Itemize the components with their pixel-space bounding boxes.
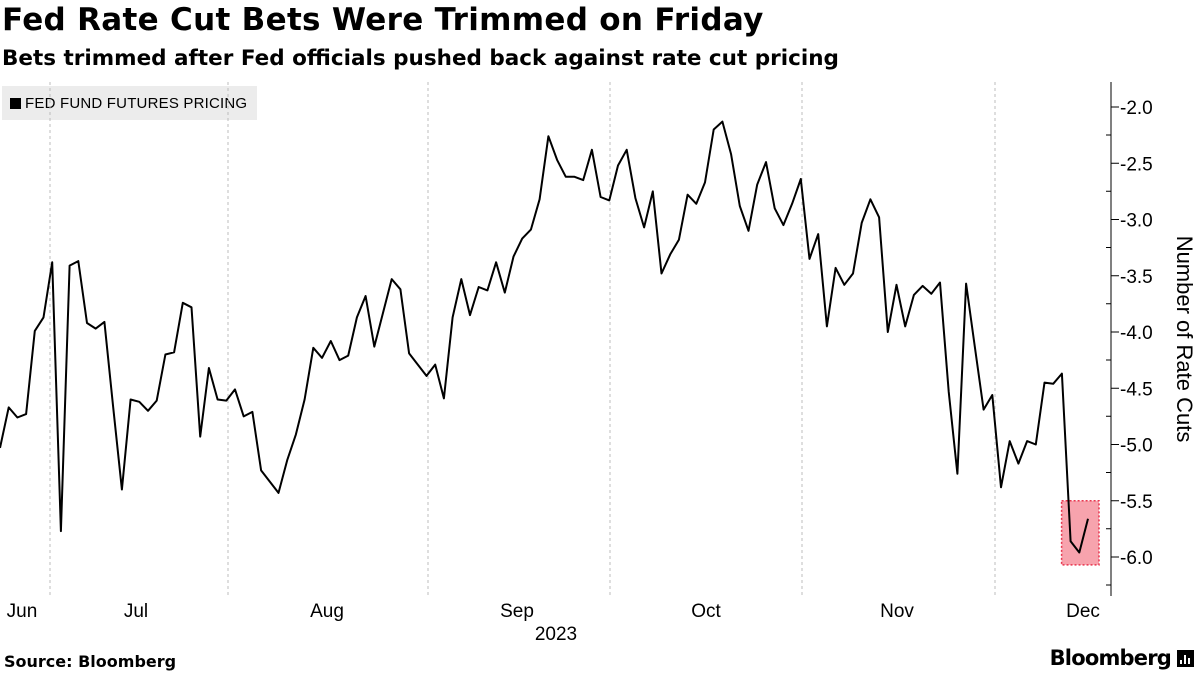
x-tick-label: Dec xyxy=(1066,601,1100,622)
y-axis-label: Number of Rate Cuts xyxy=(1172,236,1197,443)
brand-name: Bloomberg xyxy=(1049,646,1172,670)
y-tick-label: -6.0 xyxy=(1120,548,1153,569)
highlight-layer xyxy=(1060,500,1100,566)
y-tick-label: -4.0 xyxy=(1120,323,1153,344)
bloomberg-icon xyxy=(1177,649,1194,667)
x-tick-label: Nov xyxy=(880,601,914,622)
y-tick-label: -2.0 xyxy=(1120,98,1153,119)
grid-layer xyxy=(49,82,996,598)
y-tick-label: -4.5 xyxy=(1120,379,1153,400)
legend-swatch xyxy=(10,97,21,109)
y-tick-label: -3.0 xyxy=(1120,211,1153,232)
y-tick-label: -2.5 xyxy=(1120,154,1153,175)
legend: FED FUND FUTURES PRICING xyxy=(2,86,258,120)
y-axis: -2.0 -2.5 -3.0 -3.5 -4.0 -4.5 -5.0 -5.5 -6.0 Numb… xyxy=(1106,82,1197,596)
y-tick-label: -5.0 xyxy=(1120,436,1153,457)
x-tick-label: Jul xyxy=(124,601,148,622)
chart-subtitle: Bets trimmed after Fed officials pushed … xyxy=(2,46,839,71)
series-line xyxy=(0,120,1089,554)
x-tick-label: Aug xyxy=(310,601,344,622)
line-chart: -2.0 -2.5 -3.0 -3.5 -4.0 -4.5 -5.0 -5.5 -6.0 Numb… xyxy=(0,82,1197,645)
legend-label: FED FUND FUTURES PRICING xyxy=(25,94,248,112)
x-tick-label: Sep xyxy=(500,601,534,622)
y-tick-label: -3.5 xyxy=(1120,267,1153,288)
highlight-box xyxy=(1060,500,1100,566)
series-layer xyxy=(0,120,1089,554)
x-tick-label: Oct xyxy=(691,601,721,622)
x-axis-label: 2023 xyxy=(535,624,577,645)
x-axis: Jun Jul Aug Sep Oct Nov Dec 2023 xyxy=(7,601,1100,645)
chart-title: Fed Rate Cut Bets Were Trimmed on Friday xyxy=(2,2,764,38)
source-note: Source: Bloomberg xyxy=(4,652,177,671)
brand-logo: Bloomberg xyxy=(1050,646,1194,670)
y-tick-label: -5.5 xyxy=(1120,492,1153,513)
x-tick-label: Jun xyxy=(7,601,38,622)
